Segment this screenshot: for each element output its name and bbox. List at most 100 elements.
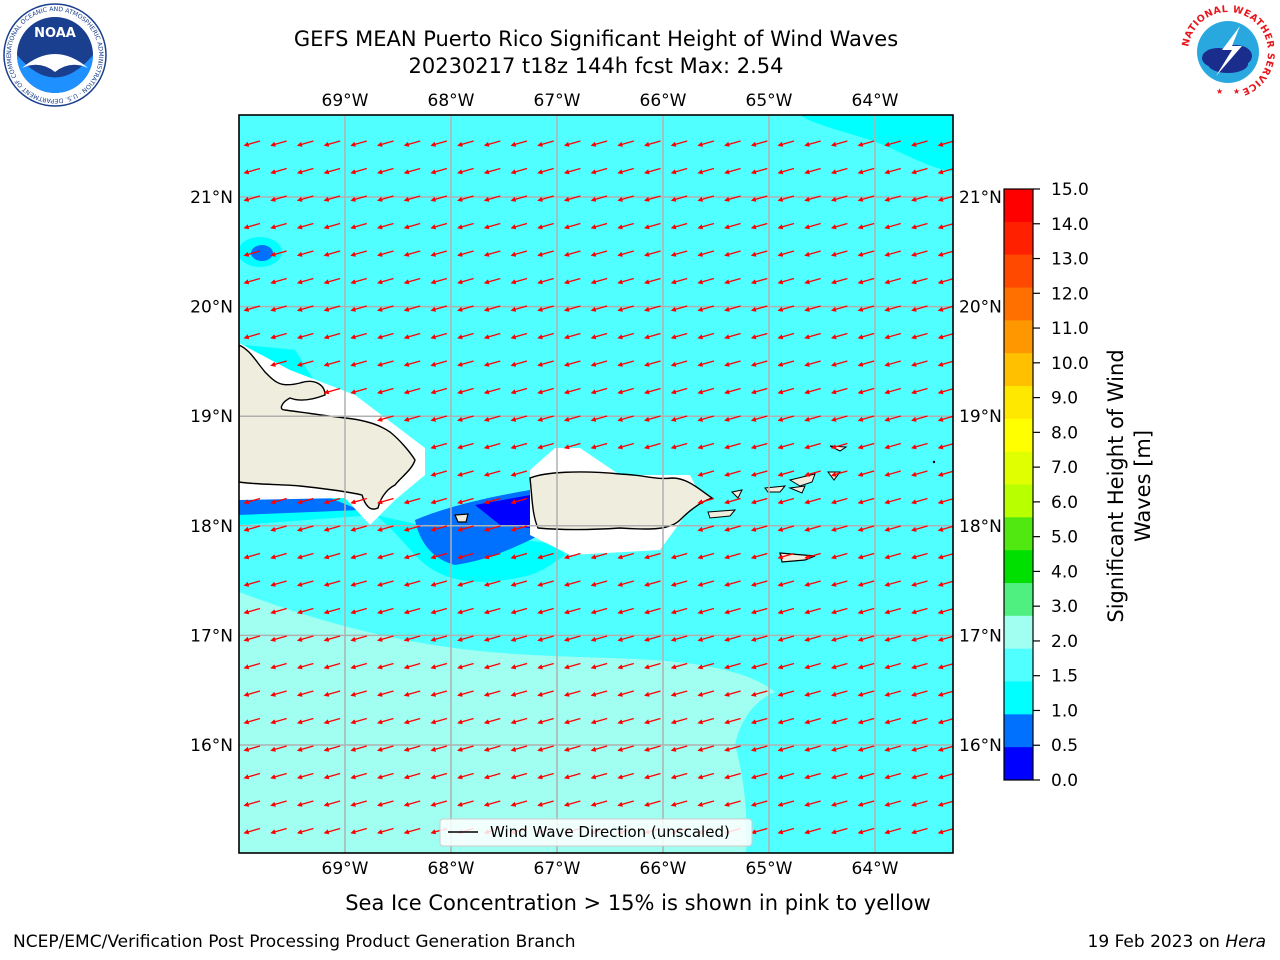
direction-arrow — [937, 140, 953, 147]
direction-arrow — [857, 305, 875, 312]
direction-arrow — [670, 662, 688, 670]
direction-arrow — [911, 497, 928, 505]
direction-arrow — [830, 360, 848, 367]
lon-labels-bottom: 69°W 68°W 67°W 66°W 65°W 64°W — [322, 859, 899, 879]
direction-arrow — [483, 497, 501, 505]
direction-arrow — [724, 332, 741, 340]
direction-arrow — [750, 250, 768, 257]
colorbar-tick-label: 7.0 — [1051, 458, 1078, 478]
direction-arrow — [804, 195, 821, 202]
direction-arrow — [911, 387, 928, 395]
direction-arrow — [537, 277, 554, 285]
direction-arrow — [911, 717, 928, 725]
wave-zone-2to3 — [239, 592, 775, 853]
direction-arrow — [296, 305, 314, 312]
direction-arrow — [937, 278, 953, 285]
direction-arrow — [750, 827, 768, 835]
direction-arrow — [457, 140, 474, 147]
direction-arrow — [644, 635, 661, 642]
direction-arrow — [830, 662, 848, 670]
direction-arrow — [937, 223, 953, 230]
direction-arrow — [270, 195, 287, 202]
direction-arrow — [377, 745, 394, 752]
direction-arrow — [430, 277, 448, 285]
direction-arrow — [644, 800, 661, 807]
direction-arrow — [750, 332, 768, 340]
direction-arrow — [777, 140, 795, 147]
direction-arrow — [697, 277, 715, 285]
direction-arrow — [670, 772, 688, 780]
direction-arrow — [830, 332, 848, 340]
direction-arrow — [911, 167, 928, 175]
direction-arrow — [270, 635, 287, 642]
direction-arrow — [430, 745, 448, 752]
direction-arrow — [937, 663, 953, 670]
direction-arrow — [243, 497, 261, 505]
colorbar-segment — [1004, 615, 1033, 650]
direction-arrow — [296, 717, 314, 725]
direction-arrow — [830, 497, 848, 505]
direction-arrow — [457, 195, 474, 202]
direction-arrow — [777, 167, 795, 175]
colorbar-segment — [1004, 517, 1033, 551]
direction-arrow — [911, 635, 928, 642]
direction-arrow — [377, 415, 394, 422]
direction-arrow — [296, 800, 314, 807]
direction-arrow — [563, 387, 581, 395]
direction-arrow — [323, 387, 341, 395]
direction-arrow — [937, 773, 953, 780]
direction-arrow — [483, 387, 501, 395]
direction-arrow — [323, 305, 341, 312]
direction-arrow — [857, 745, 875, 752]
direction-arrow — [377, 800, 394, 807]
direction-arrow — [510, 305, 528, 312]
direction-arrow — [377, 552, 394, 560]
direction-arrow — [804, 442, 821, 450]
direction-arrow — [350, 635, 367, 642]
direction-arrow — [857, 497, 875, 505]
direction-arrow — [617, 167, 634, 175]
direction-arrow — [937, 498, 953, 505]
direction-arrow — [430, 662, 448, 670]
direction-arrow — [563, 745, 581, 752]
direction-arrow — [296, 772, 314, 780]
direction-arrow — [750, 772, 768, 780]
direction-arrow — [724, 662, 741, 670]
direction-arrow — [937, 168, 953, 175]
direction-arrow — [270, 250, 287, 257]
direction-arrow — [270, 497, 287, 505]
colorbar-tick-label: 5.0 — [1051, 528, 1078, 548]
direction-arrow — [911, 745, 928, 752]
direction-arrow — [750, 800, 768, 807]
direction-arrow — [697, 222, 715, 230]
direction-arrow — [430, 690, 448, 697]
direction-arrow — [430, 470, 448, 477]
direction-arrow — [483, 470, 501, 477]
direction-arrow — [697, 525, 715, 532]
direction-arrow — [750, 662, 768, 670]
direction-arrow — [403, 305, 421, 312]
direction-arrow — [670, 800, 688, 807]
direction-arrow — [830, 827, 848, 835]
direction-arrow — [724, 800, 741, 807]
colorbar-segment — [1004, 189, 1033, 223]
direction-arrow — [350, 277, 367, 285]
direction-arrow — [377, 305, 394, 312]
direction-arrow — [937, 828, 953, 835]
direction-arrow — [750, 140, 768, 147]
lat-label-left: 20°N — [190, 298, 233, 318]
direction-arrow — [270, 552, 287, 560]
direction-arrow — [270, 717, 287, 725]
direction-arrow — [457, 745, 474, 752]
direction-arrow — [937, 360, 953, 367]
direction-arrow — [617, 222, 634, 230]
lon-label-bottom: 67°W — [534, 859, 581, 879]
colorbar-tick-label: 12.0 — [1051, 284, 1089, 304]
direction-arrow — [697, 607, 715, 615]
direction-arrow — [243, 305, 261, 312]
direction-arrow — [296, 277, 314, 285]
direction-arrow — [937, 553, 953, 560]
direction-arrow — [510, 690, 528, 697]
direction-arrow — [804, 360, 821, 367]
direction-arrow — [270, 222, 287, 230]
